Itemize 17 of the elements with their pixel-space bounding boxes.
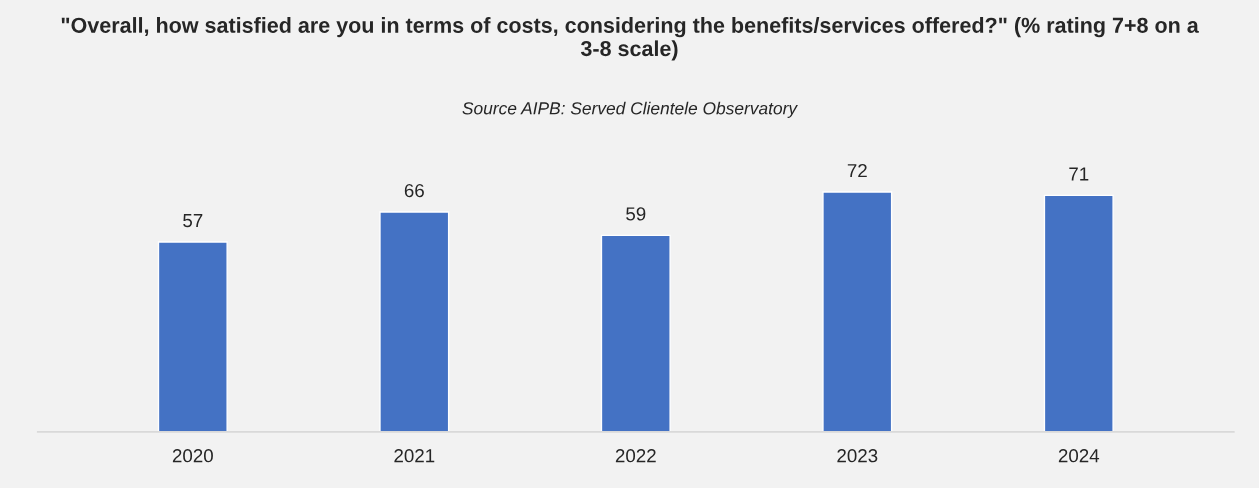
x-tick-label: 2024 [1058, 449, 1100, 463]
x-tick-label: 2020 [172, 449, 213, 463]
data-label: 57 [183, 214, 203, 228]
x-tick-label: 2022 [615, 449, 656, 463]
bar [600, 234, 671, 432]
data-label: 72 [847, 163, 867, 178]
bar [157, 241, 228, 432]
x-tick-label: 2021 [394, 449, 435, 463]
x-tick-label: 2023 [837, 449, 878, 463]
bar [379, 211, 450, 432]
data-label: 59 [626, 207, 646, 221]
data-label: 66 [404, 183, 424, 198]
chart-subtitle: Source AIPB: Served Clientele Observatory [462, 101, 798, 118]
bar [1043, 194, 1114, 432]
chart-title: "Overall, how satisfied are you in terms of costs, considering the benefits/services offered?" (% rating 7+8 on a 3-8 scale) [61, 17, 1199, 61]
data-label: 71 [1069, 167, 1089, 181]
bar [822, 191, 893, 432]
